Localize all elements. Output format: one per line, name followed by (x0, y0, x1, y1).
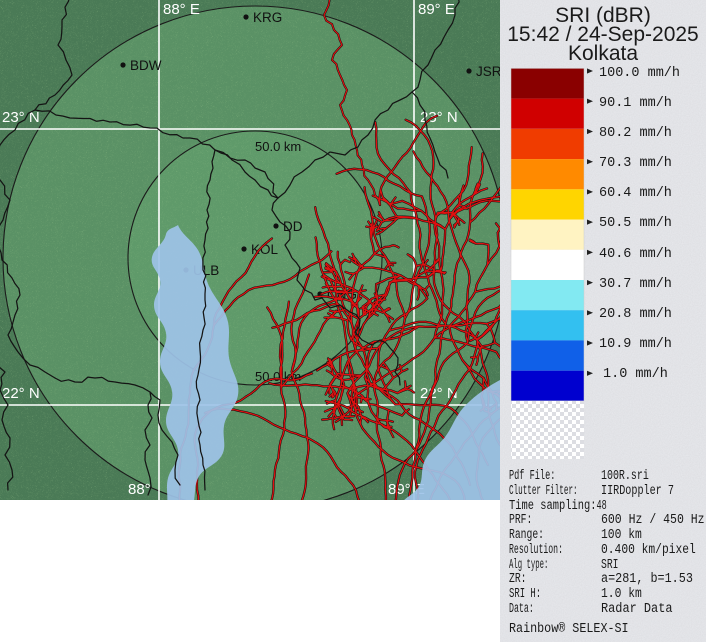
svg-text:88°: 88° (128, 481, 151, 498)
svg-text:0.400 km/pixel: 0.400 km/pixel (601, 543, 696, 558)
svg-text:100.0 mm/h: 100.0 mm/h (599, 66, 680, 81)
svg-text:100 km: 100 km (601, 528, 642, 543)
svg-text:PRF:: PRF: (509, 513, 532, 528)
svg-text:Time sampling:: Time sampling: (509, 499, 597, 514)
svg-text:KRG: KRG (253, 10, 282, 25)
svg-text:BDW: BDW (130, 58, 162, 73)
svg-text:1.0 mm/h: 1.0 mm/h (603, 367, 668, 382)
svg-text:70.3 mm/h: 70.3 mm/h (599, 156, 672, 171)
svg-text:22° N: 22° N (2, 385, 40, 402)
svg-text:600 Hz / 450 Hz: 600 Hz / 450 Hz (601, 513, 705, 528)
svg-text:Range:: Range: (509, 528, 544, 543)
svg-text:10.9 mm/h: 10.9 mm/h (599, 337, 672, 352)
svg-text:60.4 mm/h: 60.4 mm/h (599, 186, 672, 201)
svg-text:Resolution:: Resolution: (509, 543, 563, 558)
svg-text:IIRDoppler 7: IIRDoppler 7 (601, 484, 674, 499)
svg-text:88° E: 88° E (163, 1, 200, 18)
svg-text:22° N: 22° N (420, 385, 458, 402)
svg-text:Radar Data: Radar Data (601, 602, 673, 617)
svg-text:Kolkata: Kolkata (568, 42, 638, 65)
svg-text:50.5 mm/h: 50.5 mm/h (599, 216, 672, 231)
svg-text:23° N: 23° N (2, 109, 40, 126)
svg-text:ZR:: ZR: (509, 572, 527, 587)
svg-text:80.2 mm/h: 80.2 mm/h (599, 126, 672, 141)
svg-text:Alg type:: Alg type: (509, 558, 548, 573)
svg-text:50.0 km: 50.0 km (255, 139, 301, 154)
svg-text:Rainbow® SELEX-SI: Rainbow® SELEX-SI (509, 622, 629, 637)
svg-text:90.1 mm/h: 90.1 mm/h (599, 96, 672, 111)
svg-text:SRI H:: SRI H: (509, 587, 541, 602)
svg-text:30.7 mm/h: 30.7 mm/h (599, 277, 672, 292)
svg-text:Pdf File:: Pdf File: (509, 469, 555, 484)
svg-text:SRI: SRI (601, 558, 619, 573)
svg-text:20.8 mm/h: 20.8 mm/h (599, 307, 672, 322)
svg-text:1.0 km: 1.0 km (601, 587, 642, 602)
svg-text:89° E: 89° E (418, 1, 455, 18)
svg-text:JSR: JSR (476, 64, 500, 79)
svg-text:100R.sri: 100R.sri (601, 469, 649, 484)
svg-text:Data:: Data: (509, 602, 534, 617)
svg-text:48: 48 (597, 499, 607, 514)
svg-text:a=281, b=1.53: a=281, b=1.53 (601, 572, 693, 587)
svg-text:40.6 mm/h: 40.6 mm/h (599, 247, 672, 262)
svg-text:Clutter Filter:: Clutter Filter: (509, 484, 578, 499)
